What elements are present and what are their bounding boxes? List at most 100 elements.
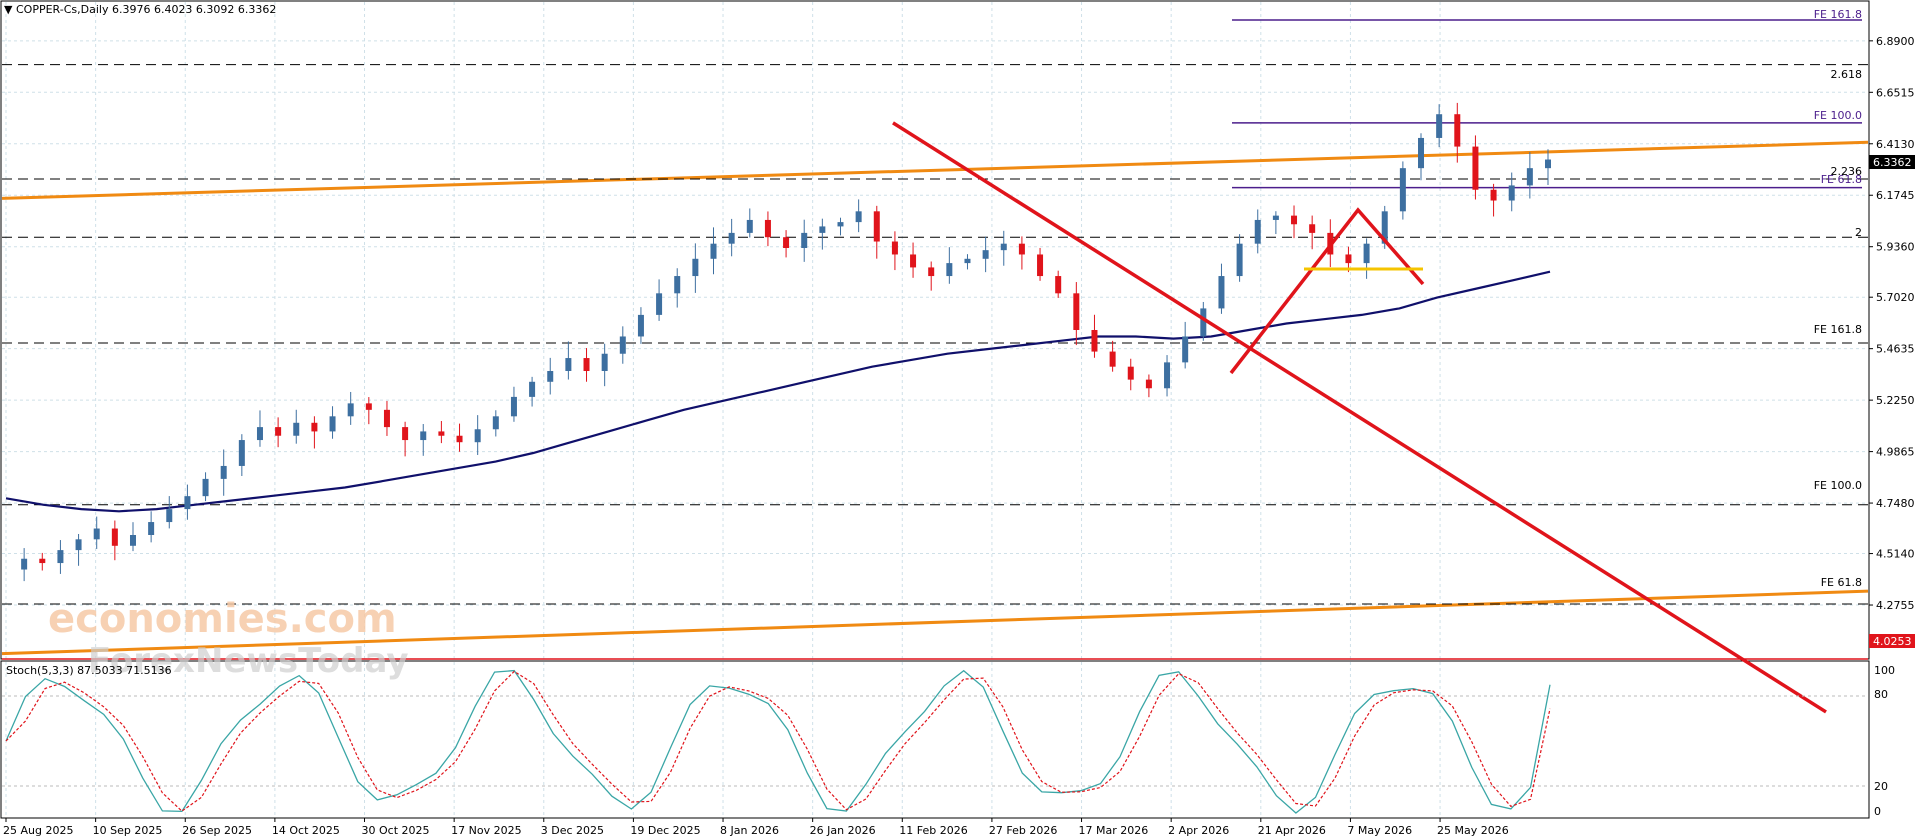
fe1618-top-label: FE 161.8: [1814, 8, 1862, 21]
candle-bull-body: [982, 250, 989, 259]
candle-bull-body: [1254, 219, 1261, 244]
collapse-triangle-icon[interactable]: ▼: [4, 3, 13, 16]
candle-bull-body: [129, 535, 136, 546]
fe100-top-label: FE 100.0: [1814, 109, 1862, 122]
price-tick-label: 6.1745: [1876, 189, 1915, 202]
candle-bull-body: [166, 509, 173, 523]
candle-bear-body: [928, 267, 935, 277]
candle-bull-body: [529, 381, 536, 397]
price-tick-label: 5.4635: [1876, 343, 1915, 356]
date-tick-label: 14 Oct 2025: [272, 824, 340, 837]
candle-bull-body: [746, 219, 753, 233]
date-tick-label: 25 May 2026: [1437, 824, 1509, 837]
candle-bull-body: [420, 431, 427, 441]
watermark-forexnewstoday: ForexNewsToday: [88, 641, 409, 681]
candle-bull-body: [238, 440, 245, 466]
price-tick-label: 5.7020: [1876, 291, 1915, 304]
candle-bear-body: [275, 427, 282, 436]
date-tick-label: 27 Feb 2026: [989, 824, 1057, 837]
date-tick-label: 26 Sep 2025: [182, 824, 252, 837]
stoch-tick-0: 0: [1874, 805, 1881, 818]
candle-bull-body: [946, 263, 953, 277]
main-panel: [0, 0, 1870, 660]
price-tick-label: 5.9360: [1876, 241, 1915, 254]
current-price-label: 6.3362: [1873, 156, 1912, 169]
candle-bear-body: [891, 241, 898, 255]
date-tick-label: 2 Apr 2026: [1168, 824, 1229, 837]
candle-bear-body: [1291, 215, 1298, 225]
candle-bull-body: [184, 496, 191, 510]
moving-average-line: [5, 270, 1551, 513]
candle-bull-body: [1218, 276, 1225, 309]
candle-bull-body: [93, 528, 100, 540]
candle-bull-body: [692, 258, 699, 277]
ext-2618-label: 2.618: [1831, 68, 1863, 81]
candle-bear-body: [1037, 254, 1044, 277]
horizontal-levels: [2, 19, 1868, 660]
candle-bull-body: [510, 396, 517, 417]
candle-bull-body: [964, 258, 971, 264]
fe1618-mid-label: FE 161.8: [1814, 323, 1862, 336]
date-tick-label: 26 Jan 2026: [810, 824, 876, 837]
candle-bull-body: [474, 429, 481, 443]
candle-bull-body: [1526, 168, 1533, 186]
candle-bear-body: [583, 358, 590, 371]
candle-bull-body: [347, 403, 354, 417]
date-tick-label: 21 Apr 2026: [1258, 824, 1326, 837]
candle-bear-body: [1145, 379, 1152, 389]
candle-bull-body: [1000, 243, 1007, 251]
price-tick-label: 4.9865: [1876, 446, 1915, 459]
date-tick-label: 17 Mar 2026: [1079, 824, 1149, 837]
candle-bear-body: [365, 403, 372, 410]
candle-bull-body: [1272, 215, 1279, 220]
date-tick-label: 25 Aug 2025: [3, 824, 73, 837]
candle-bull-body: [619, 336, 626, 354]
candle-bear-body: [1454, 114, 1461, 147]
candle-bull-body: [819, 226, 826, 233]
candle-bull-body: [637, 314, 644, 337]
fe100-low-label: FE 100.0: [1814, 479, 1862, 492]
candle-bear-body: [910, 254, 917, 268]
red-level-tag: [1869, 634, 1915, 648]
candle-bull-body: [329, 416, 336, 432]
candle-bull-body: [601, 353, 608, 371]
candle-bull-body: [220, 465, 227, 479]
date-axis: 25 Aug 2025 10 Sep 2025 26 Sep 2025 14 Oct …: [3, 818, 1509, 837]
stoch-tick-80: 80: [1874, 688, 1888, 701]
candle-bear-body: [1091, 330, 1098, 352]
candle-bull-body: [256, 427, 263, 441]
date-tick-label: 17 Nov 2025: [451, 824, 521, 837]
candle-bull-body: [148, 522, 155, 535]
stoch-k-line: [5, 669, 1551, 814]
candle-bear-body: [1055, 276, 1062, 294]
price-tick-label: 4.5140: [1876, 548, 1915, 561]
candle-bull-body: [57, 550, 64, 564]
chart-title: COPPER-Cs,Daily 6.3976 6.4023 6.3092 6.3…: [16, 3, 276, 16]
date-tick-label: 7 May 2026: [1347, 824, 1412, 837]
candle-bull-body: [547, 371, 554, 382]
candle-bear-body: [1109, 351, 1116, 367]
moving-average: [5, 270, 1551, 513]
level-labels: FE 161.8 2.618 FE 100.0 2.236 FE 61.8 2 …: [1814, 8, 1862, 589]
candle-bear-body: [1018, 243, 1025, 255]
candle-bear-body: [111, 528, 118, 546]
price-tick-label: 4.7480: [1876, 497, 1915, 510]
candle-bull-body: [1418, 137, 1425, 169]
candle-bear-body: [1309, 224, 1316, 233]
candle-bull-body: [801, 232, 808, 248]
stochastic-oscillator: [2, 669, 1868, 814]
candle-bear-body: [402, 427, 409, 441]
red-level-label: 4.0253: [1873, 635, 1912, 648]
candle-bear-body: [456, 435, 463, 443]
candle-bull-body: [1436, 114, 1443, 138]
current-price-tag: [1869, 155, 1915, 169]
channel-lower-line: [1, 589, 1869, 656]
candle-bull-body: [1399, 168, 1406, 212]
candle-bull-body: [1236, 243, 1243, 277]
fe618-top-label: FE 61.8: [1821, 173, 1862, 186]
price-tick-label: 6.4130: [1876, 138, 1915, 151]
candle-bear-body: [1127, 366, 1134, 380]
candle-bear-body: [1073, 293, 1080, 330]
candle-bear-body: [873, 211, 880, 242]
